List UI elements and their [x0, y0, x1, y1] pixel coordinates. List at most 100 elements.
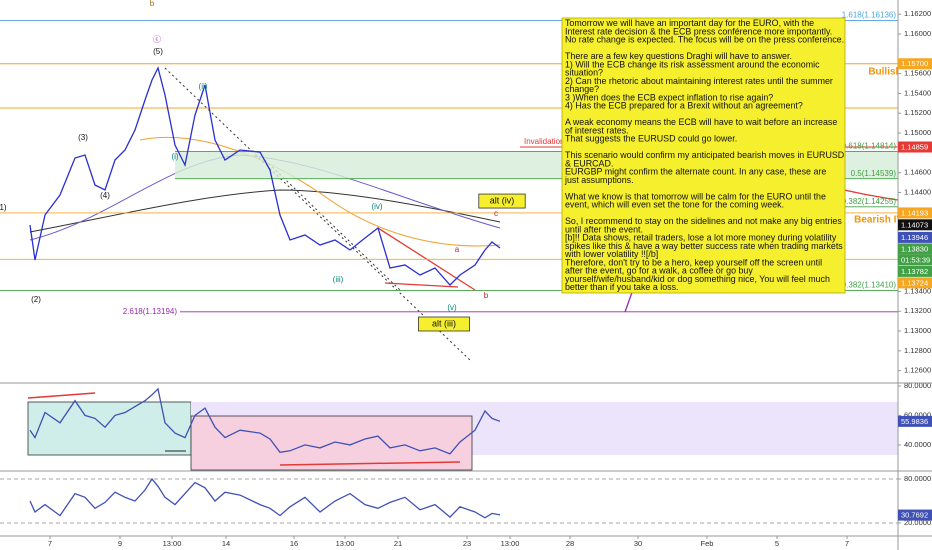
- y-tick-label: 40.0000: [904, 440, 931, 449]
- y-tick-label: 1.13400: [904, 286, 931, 295]
- price-tag-label: 1.14859: [901, 142, 928, 151]
- y-tick-label: 1.14400: [904, 187, 931, 196]
- note-line: event, which will even set the tone for …: [565, 200, 784, 210]
- x-tick-label: Feb: [701, 539, 714, 548]
- note-line: just assumptions.: [564, 175, 634, 185]
- x-tick-label: 13:00: [501, 539, 520, 548]
- price-tag: [898, 207, 932, 219]
- countdown: 01:53:39: [901, 255, 930, 264]
- wave-label: alt (iii): [432, 318, 456, 328]
- price-tag-label: 1.14193: [901, 208, 928, 217]
- y-tick-label: 80.0000: [904, 474, 931, 483]
- note-line: until after the event.: [565, 224, 643, 234]
- y-tick-label: 1.15200: [904, 108, 931, 117]
- wave-label: (2): [31, 295, 41, 304]
- note-line: after the event, go for a walk, a coffee…: [565, 266, 753, 276]
- trend-channel: [264, 159, 401, 291]
- wave-label: (ii): [199, 82, 208, 91]
- price-tag-label: 55.9836: [901, 417, 928, 426]
- wave-label: (5): [153, 47, 163, 56]
- series-line: [29, 477, 501, 519]
- pane: [29, 387, 501, 455]
- y-tick-label: 1.14600: [904, 168, 931, 177]
- wave-label: 1): [0, 203, 7, 212]
- y-tick-label: 1.15600: [904, 69, 931, 78]
- note-line: 2) Can the rhetoric about maintaining in…: [565, 76, 833, 86]
- note-line: change?: [565, 84, 599, 94]
- price-tag: [898, 141, 932, 153]
- trend-channel: [164, 67, 473, 363]
- price-tag: [898, 415, 932, 427]
- wave-label: alt (iv): [490, 195, 515, 205]
- moving-average: [29, 189, 501, 233]
- note-line: 3 )When does the ECB expect inflation to…: [565, 92, 773, 102]
- wave-label: Bearish IVI: [854, 215, 906, 226]
- x-tick-label: 5: [775, 539, 779, 548]
- rsi-zone: [190, 415, 473, 471]
- rsi-zone: [27, 401, 192, 456]
- level-label: 0.382(1.13410): [842, 281, 897, 290]
- y-tick-label: 1.16200: [904, 9, 931, 18]
- series-line: [29, 387, 501, 455]
- x-tick-label: 7: [48, 539, 52, 548]
- note-line: better than if you take a loss.: [565, 282, 678, 292]
- note-line: 4) Has the ECB prepared for a Brexit wit…: [565, 101, 803, 111]
- y-tick-label: 60.0000: [904, 410, 931, 419]
- note-text: Tomorrow we will have an important day f…: [564, 18, 844, 292]
- wave-label: (4): [100, 191, 110, 200]
- y-tick-label: 1.13200: [904, 306, 931, 315]
- x-tick-label: 30: [634, 539, 642, 548]
- price-tag: [898, 243, 932, 255]
- note-line: A weak economy means the ECB will have t…: [565, 117, 837, 127]
- note-line: spikes like this & have a way better suc…: [565, 241, 843, 251]
- y-tick-label: 1.12600: [904, 366, 931, 375]
- x-tick-label: 13:00: [163, 539, 182, 548]
- y-tick-label: 1.12800: [904, 346, 931, 355]
- price-tag: [898, 277, 932, 289]
- wave-label: (v): [447, 303, 457, 312]
- note-line: Therefore, don't try to be a hero, keep …: [565, 257, 822, 267]
- note-line: & EURCAD.: [565, 158, 613, 168]
- note-line: 1) Will the ECB change its risk assessme…: [565, 59, 820, 69]
- note-line: Interest rate decision & the ECB press c…: [565, 26, 832, 36]
- level-label: 0.618(1.14814): [842, 142, 897, 151]
- price-tag-label: 30.7692: [901, 511, 928, 520]
- note-line: That suggests the EURUSD could go lower.: [565, 134, 737, 144]
- wave-label: c: [494, 209, 498, 218]
- level-label: 1.618(1.16136): [842, 11, 897, 20]
- price-tag: [898, 509, 932, 521]
- note-line: situation?: [565, 68, 603, 78]
- annotation-box: [417, 316, 470, 332]
- note-line: Tomorrow we will have an important day f…: [565, 18, 814, 28]
- wave-label: (i): [171, 152, 178, 161]
- wave-label: a: [455, 245, 460, 254]
- y-tick-label: 20.0000: [904, 518, 931, 527]
- note-box: [561, 17, 846, 294]
- wave-label: Bullish: [868, 67, 901, 78]
- trend-line: [384, 282, 459, 288]
- note-line: with lower volatility !![/b]: [564, 249, 658, 259]
- wave-label: (3): [78, 133, 88, 142]
- x-tick-label: 21: [394, 539, 402, 548]
- price-tag: [898, 58, 932, 70]
- note-line: So, I recommend to stay on the sidelines…: [565, 216, 842, 226]
- note-line: [b]!! Data shows, retail traders, lose a…: [565, 233, 837, 243]
- annotation-box: [478, 193, 526, 209]
- price-tag-label: 1.13830: [901, 244, 928, 253]
- pane: 1.618(1.16136) Invalidation 0.618(1.14814)…: [0, 0, 906, 332]
- x-tick-label: 23: [463, 539, 471, 548]
- x-tick-label: 28: [566, 539, 574, 548]
- note-line: No rate change is expected. The focus wi…: [565, 35, 844, 45]
- countdown-tag: [898, 254, 932, 266]
- pane: [0, 477, 898, 524]
- price-tag: [898, 231, 932, 243]
- x-tick-label: 16: [290, 539, 298, 548]
- x-tick-label: 13:00: [336, 539, 355, 548]
- divergence-line: [279, 461, 461, 466]
- x-tick-label: 9: [118, 539, 122, 548]
- wave-label: (iii): [333, 275, 344, 284]
- y-tick-label: 1.13000: [904, 326, 931, 335]
- x-tick-label: 7: [845, 539, 849, 548]
- level-label: 2.618(1.13194): [123, 307, 178, 316]
